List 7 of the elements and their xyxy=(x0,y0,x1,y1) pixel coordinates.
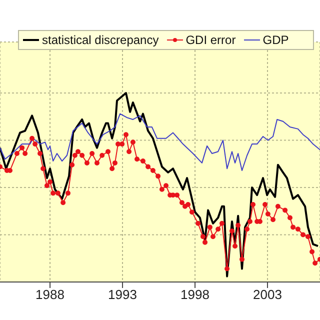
legend-label: GDI error xyxy=(184,32,236,49)
x-tick-label: 1988 xyxy=(36,287,64,302)
legend-label: GDP xyxy=(262,32,289,49)
x-tick-label: 1998 xyxy=(180,287,210,302)
x-tick-label: 2003 xyxy=(253,287,282,302)
x-tick-label: 1993 xyxy=(108,287,137,302)
legend-label: statistical discrepancy xyxy=(41,32,159,49)
